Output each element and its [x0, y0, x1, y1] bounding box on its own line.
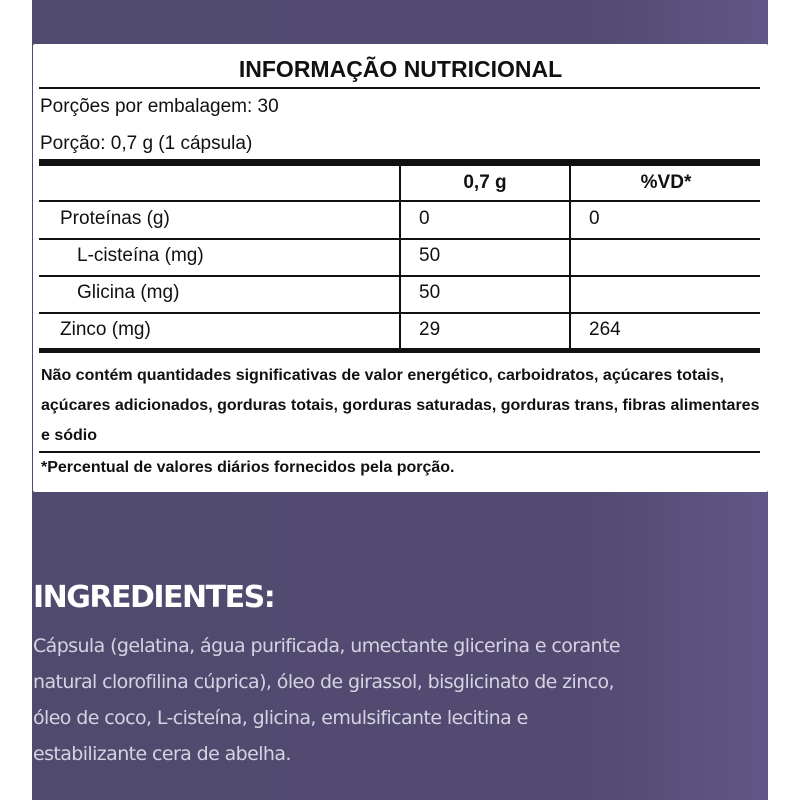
nutrient-name: Zinco (mg) [60, 319, 151, 340]
nutrient-amount: 50 [419, 245, 441, 266]
row-divider [39, 312, 760, 314]
label-title: INFORMAÇÃO NUTRICIONAL [238, 56, 563, 82]
thick-divider [39, 348, 760, 353]
nutrition-label: INFORMAÇÃO NUTRICIONAL Porções por embal… [33, 44, 768, 492]
row-divider [39, 275, 760, 277]
nutrition-note: Não contém quantidades significativas de… [41, 367, 760, 444]
ingredients-heading: INGREDIENTES: [33, 580, 276, 615]
column-divider [399, 166, 401, 349]
servings-per-pack: Porções por embalagem: 30 [40, 96, 279, 117]
column-header-amount: 0,7 g [463, 172, 507, 193]
divider [39, 87, 760, 89]
footnote: *Percentual de valores diários fornecido… [41, 459, 455, 476]
nutrient-dv: 0 [589, 208, 600, 229]
ingredients-text: Cápsula (gelatina, água purificada, umec… [33, 635, 621, 765]
nutrient-amount: 50 [419, 282, 441, 303]
nutrient-name: L-cisteína (mg) [77, 245, 204, 266]
thick-divider [39, 159, 760, 166]
serving-size: Porção: 0,7 g (1 cápsula) [40, 133, 253, 154]
row-divider [39, 238, 760, 240]
nutrient-name: Proteínas (g) [60, 208, 170, 229]
column-header-dv: %VD* [640, 172, 692, 193]
nutrient-amount: 29 [419, 319, 441, 340]
column-divider [569, 166, 571, 349]
divider [39, 451, 760, 453]
nutrient-name: Glicina (mg) [77, 282, 180, 303]
nutrient-amount: 0 [419, 208, 430, 229]
nutrient-dv: 264 [589, 319, 621, 340]
row-divider [39, 200, 760, 202]
